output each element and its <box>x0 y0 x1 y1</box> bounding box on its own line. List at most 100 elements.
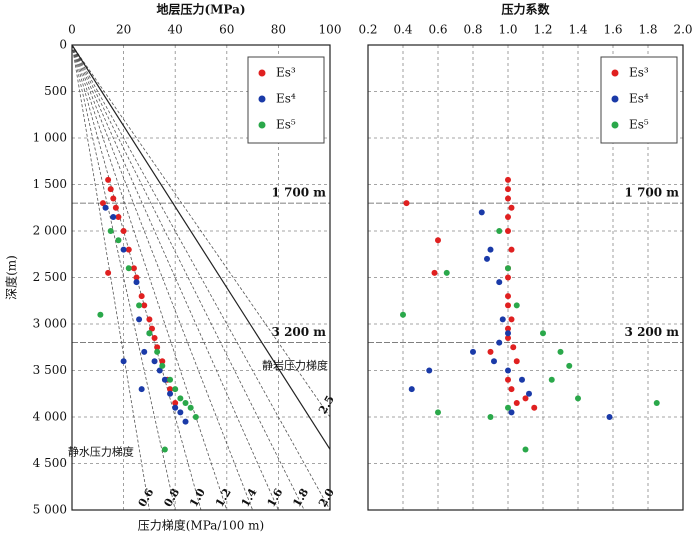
x-tick-label: 0.4 <box>393 23 412 37</box>
data-point <box>540 330 546 337</box>
data-point <box>496 228 503 234</box>
data-point <box>606 414 613 420</box>
y-tick-label: 4 500 <box>33 456 67 470</box>
data-point <box>519 376 525 383</box>
y-tick-label: 5 000 <box>33 503 67 517</box>
data-point <box>154 344 161 351</box>
data-point <box>653 400 660 407</box>
data-point <box>120 358 127 365</box>
data-point <box>156 367 163 374</box>
data-point <box>505 176 511 183</box>
y-tick-label: 1 000 <box>33 131 67 145</box>
data-point <box>484 255 490 262</box>
data-point <box>161 376 168 383</box>
gradient-line <box>71 44 228 511</box>
data-point <box>435 237 441 244</box>
data-point <box>177 409 184 416</box>
data-point <box>138 386 145 393</box>
x-tick-label: 2.0 <box>673 23 692 37</box>
reference-label: 1 700 m <box>625 186 680 200</box>
x-tick-label: 0.2 <box>358 23 377 37</box>
data-point <box>151 358 158 365</box>
data-point <box>154 348 161 355</box>
data-point <box>499 316 506 323</box>
data-point <box>112 204 119 211</box>
legend-label: Es⁵ <box>276 118 296 132</box>
data-point <box>505 334 511 341</box>
data-point <box>557 348 564 355</box>
data-point <box>110 195 117 202</box>
data-point <box>400 311 406 318</box>
x-tick-label: 0.6 <box>428 23 447 37</box>
y-tick-label: 4 000 <box>33 410 67 424</box>
data-point <box>526 390 532 397</box>
data-point <box>487 348 494 355</box>
data-point <box>522 446 529 453</box>
data-point <box>172 386 179 393</box>
reference-label: 1 700 m <box>272 186 327 200</box>
data-point <box>513 302 520 309</box>
y-tick-label: 500 <box>44 84 67 98</box>
data-point <box>505 293 511 300</box>
data-point <box>141 348 148 355</box>
data-point <box>167 386 174 393</box>
x-tick-label: 0.8 <box>463 23 482 37</box>
data-point <box>172 404 179 411</box>
data-point <box>505 265 511 272</box>
x-tick-label: 1.2 <box>533 23 552 37</box>
legend-label: Es³ <box>276 66 296 80</box>
data-point <box>136 316 143 323</box>
data-point <box>505 325 511 332</box>
data-point <box>478 209 485 216</box>
gradient-label: 0.8 <box>161 486 182 509</box>
gradient-label: 0.6 <box>136 486 157 509</box>
data-point <box>505 274 511 281</box>
legend-label: Es⁴ <box>629 92 649 106</box>
data-point <box>496 339 503 346</box>
reference-label: 3 200 m <box>625 325 680 339</box>
data-point <box>505 404 511 411</box>
gradient-line <box>71 44 176 511</box>
data-point <box>435 409 441 416</box>
plot-frame <box>71 44 331 511</box>
gradient-line <box>71 44 331 511</box>
data-point <box>151 334 158 341</box>
gradient-label: 2.5 <box>316 393 337 416</box>
x-tick-label: 20 <box>116 23 131 37</box>
chart-title: 地层压力(MPa) <box>156 2 245 17</box>
data-point <box>508 386 515 393</box>
data-point <box>187 404 194 411</box>
x-tick-label: 1.8 <box>638 23 657 37</box>
data-point <box>431 269 438 276</box>
chart-title: 压力系数 <box>501 2 550 17</box>
data-point <box>491 358 497 365</box>
data-point <box>141 302 148 309</box>
gradient-line <box>71 44 305 511</box>
data-point <box>505 367 511 374</box>
y-tick-label: 2 000 <box>33 224 67 238</box>
data-point <box>470 348 476 355</box>
data-point <box>508 204 515 211</box>
data-point <box>505 214 511 221</box>
legend-label: Es⁵ <box>629 118 649 132</box>
data-point <box>105 269 112 276</box>
data-point <box>182 400 189 407</box>
data-point <box>105 176 112 183</box>
y-tick-label: 2 500 <box>33 270 67 284</box>
data-point <box>531 404 538 411</box>
data-point <box>138 293 145 300</box>
data-point <box>167 390 174 397</box>
data-point <box>125 246 132 253</box>
gradient-line <box>71 44 331 418</box>
data-point <box>513 400 520 407</box>
data-point <box>177 395 184 402</box>
data-point <box>426 367 433 374</box>
x-tick-label: 40 <box>168 23 183 37</box>
data-point <box>496 279 503 286</box>
data-point <box>99 200 106 207</box>
x-tick-label: 0 <box>68 23 76 37</box>
data-point <box>107 186 114 193</box>
gradient-label: 1.4 <box>239 486 260 509</box>
data-point <box>443 269 450 276</box>
data-point <box>505 330 511 337</box>
